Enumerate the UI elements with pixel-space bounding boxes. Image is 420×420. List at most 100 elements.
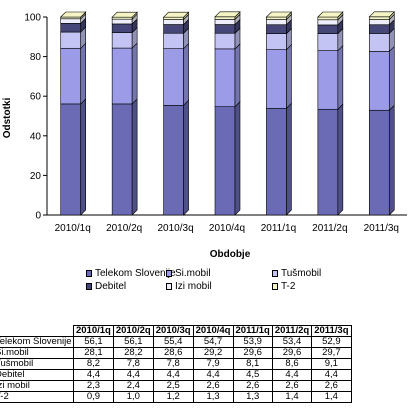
bar-segment — [163, 105, 184, 216]
bar-segment — [163, 24, 184, 34]
x-tick-label: 2011/3q — [364, 223, 399, 234]
table-cell: 2,6 — [192, 380, 234, 392]
y-axis-title: Odstotki — [2, 98, 13, 139]
table-cell: 29,2 — [192, 347, 234, 359]
table-cell: 2,5 — [152, 380, 194, 392]
x-tick-label: 2010/2q — [106, 223, 142, 234]
bar-segment — [214, 24, 236, 34]
table-cell: 1,2 — [152, 391, 194, 403]
bar-top-face — [368, 11, 396, 18]
table-cell: 9,1 — [311, 358, 352, 370]
bar-top-face — [265, 11, 293, 18]
y-tick-label: 60 — [30, 92, 42, 103]
bar-segment — [317, 19, 339, 26]
bar-segment-side — [131, 98, 138, 216]
table-cell: 4,4 — [73, 369, 114, 381]
bar-segment-side — [80, 98, 87, 216]
bar-top-face — [111, 11, 138, 18]
bar-top-face — [162, 11, 190, 18]
table-header-cell: 2010/3q — [152, 325, 194, 337]
legend-label: Si.mobil — [175, 268, 211, 279]
bar-segment — [317, 108, 339, 216]
legend-item: Tušmobil — [272, 268, 321, 279]
table-cell: 2,6 — [271, 380, 313, 392]
table-row: Telekom Slovenije 56,1 56,1 55,4 54,7 53,9 53,… — [0, 336, 352, 348]
table-row-label: Izi mobil — [0, 380, 74, 392]
bar-segment — [317, 33, 339, 51]
bar-segment — [266, 16, 287, 20]
table-cell: 28,2 — [112, 347, 154, 359]
table-header-cell: 2011/3q — [311, 325, 352, 337]
bar-segment — [214, 106, 236, 216]
table-row-label: Si.mobil — [0, 347, 74, 359]
legend-label: T-2 — [281, 281, 296, 292]
bar-segment-side — [286, 43, 292, 110]
bar-segment — [214, 48, 236, 107]
legend-label: Telekom Slovenije — [95, 268, 176, 279]
table-cell: 4,4 — [192, 369, 234, 381]
bar-segment — [214, 32, 236, 50]
bar-segment-side — [337, 44, 344, 110]
x-tick-label: 2010/3q — [157, 223, 193, 234]
y-tick-label: 80 — [30, 52, 42, 63]
bar-top-face — [214, 11, 241, 18]
table-cell: 4,4 — [271, 369, 313, 381]
legend-item: Izi mobil — [166, 281, 212, 292]
legend-label: Izi mobil — [175, 281, 212, 292]
table-header-cell: 2011/2q — [271, 325, 313, 337]
x-tick-label: 2010/4q — [209, 223, 245, 234]
bar-top-face — [59, 11, 87, 18]
bar-segment-side — [388, 45, 395, 111]
legend-swatch — [166, 283, 172, 290]
table-corner — [0, 326, 74, 337]
table-row-label: Debitel — [0, 369, 74, 381]
table-header-cell: 2011/1q — [232, 325, 273, 337]
bar-segment — [111, 32, 133, 49]
table-row: T-20,91,01,21,31,31,41,4 — [0, 391, 352, 403]
y-tick-label: 20 — [30, 171, 42, 182]
x-axis-title: Obdobje — [210, 249, 251, 260]
bar-segment-side — [234, 43, 241, 108]
table-cell: 2,6 — [311, 380, 352, 392]
table-cell: 54,7 — [192, 336, 234, 348]
bar-segment — [163, 48, 184, 106]
bar-segment — [368, 109, 390, 216]
table-cell: 29,6 — [271, 347, 313, 359]
table-cell: 1,4 — [311, 391, 352, 403]
bar-segment — [317, 50, 339, 110]
table-cell: 1,3 — [192, 391, 234, 403]
bar-segment — [266, 19, 287, 26]
bar-segment — [368, 24, 390, 34]
x-tick-label: 2011/1q — [261, 223, 296, 234]
table-cell: 2,6 — [232, 380, 273, 392]
table-cell: 1,0 — [112, 391, 154, 403]
bar-segment — [163, 16, 184, 20]
bar-segment — [368, 51, 390, 111]
legend-swatch — [272, 283, 278, 290]
table-cell: 53,9 — [232, 336, 273, 348]
table-cell: 0,9 — [73, 391, 114, 403]
y-tick-label: 100 — [24, 13, 41, 24]
legend-label: Debitel — [95, 281, 127, 292]
y-tick-label: 40 — [30, 131, 42, 142]
legend-swatch — [86, 283, 92, 290]
bar-segment — [111, 103, 133, 216]
bar-segment — [368, 33, 390, 52]
table-cell: 7,8 — [112, 358, 154, 370]
bar-segment — [60, 18, 82, 24]
bar-segment — [368, 16, 390, 20]
table-row: Tušmobil8,27,87,87,98,18,69,1 — [0, 358, 352, 370]
table-cell: 2,4 — [112, 380, 154, 392]
legend-swatch — [166, 270, 172, 277]
bar-segment-side — [183, 42, 189, 107]
bar-segment — [163, 19, 184, 25]
legend-label: Tušmobil — [281, 268, 322, 279]
table-cell: 4,5 — [232, 369, 273, 381]
bar-segment — [60, 23, 82, 33]
bar-segment — [111, 47, 133, 105]
table-header-cell: 2010/1q — [73, 325, 114, 337]
bar-segment — [266, 49, 287, 109]
bar-segment — [60, 103, 82, 216]
